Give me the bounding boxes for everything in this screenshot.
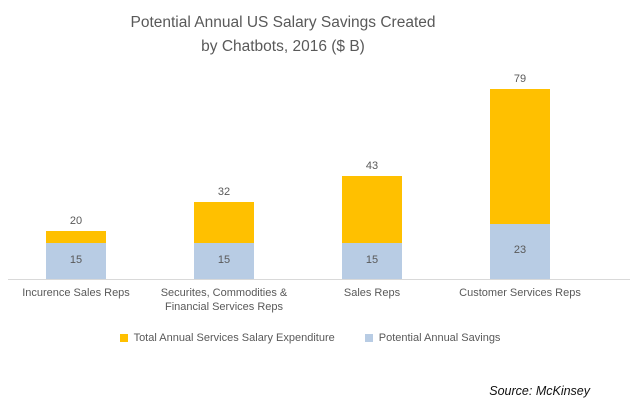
bar-segment-savings [490, 223, 550, 279]
bar-segment-savings [342, 243, 402, 279]
bar-total-label: 79 [513, 73, 527, 86]
category-label: Customer Services Reps [459, 287, 581, 299]
bar-savings-label: 15 [217, 254, 231, 266]
legend: Total Annual Services Salary Expenditure… [0, 332, 620, 344]
bar-total-label: 20 [69, 215, 83, 227]
category-label: Sales Reps [343, 287, 401, 299]
category-label: Incurence Sales Reps [22, 287, 130, 299]
category-label: Securites, Commodities & Financial Servi… [160, 287, 288, 313]
chart-title: Potential Annual US Salary Savings Creat… [0, 11, 566, 59]
legend-swatch-expenditure-icon [119, 334, 128, 342]
legend-label-expenditure: Total Annual Services Salary Expenditure [133, 332, 335, 344]
bar-total-label: 32 [217, 186, 231, 199]
legend-swatch-savings-icon [364, 334, 373, 342]
bar-segment-savings [194, 243, 254, 279]
bar-savings-label: 15 [365, 254, 379, 266]
bar-segment-expenditure [342, 175, 402, 243]
chart-title-line2: by Chatbots, 2016 ($ B) [201, 38, 365, 55]
legend-item-savings: Potential Annual Savings [364, 332, 501, 344]
bar-segment-expenditure [46, 231, 106, 243]
source-credit: Source: McKinsey [489, 384, 590, 398]
bar-savings-label: 23 [513, 244, 527, 257]
x-axis-line [8, 279, 630, 280]
legend-item-expenditure: Total Annual Services Salary Expenditure [119, 332, 335, 344]
chart-title-line1: Potential Annual US Salary Savings Creat… [130, 14, 436, 31]
bar-segment-expenditure [194, 202, 254, 243]
bar-total-label: 43 [365, 159, 379, 172]
bar-segment-savings [46, 243, 106, 279]
bar-savings-label: 15 [69, 254, 83, 266]
bar-segment-expenditure [490, 89, 550, 224]
legend-label-savings: Potential Annual Savings [378, 332, 501, 344]
